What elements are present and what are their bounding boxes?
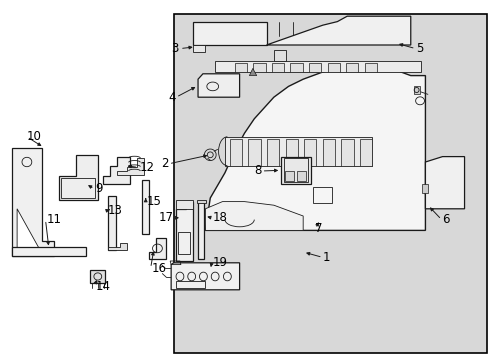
- Bar: [284, 171, 294, 181]
- Polygon shape: [205, 202, 303, 230]
- Text: 2: 2: [161, 157, 168, 170]
- Polygon shape: [215, 61, 420, 72]
- Text: 15: 15: [146, 195, 161, 208]
- Polygon shape: [266, 16, 410, 45]
- Polygon shape: [327, 63, 339, 72]
- Polygon shape: [249, 68, 256, 76]
- Polygon shape: [117, 158, 144, 175]
- Polygon shape: [193, 45, 205, 52]
- Polygon shape: [234, 63, 246, 72]
- Polygon shape: [17, 209, 39, 248]
- Polygon shape: [285, 139, 297, 166]
- Polygon shape: [304, 139, 316, 166]
- Polygon shape: [271, 63, 284, 72]
- Polygon shape: [90, 270, 105, 283]
- Text: 9: 9: [95, 183, 102, 195]
- Polygon shape: [308, 63, 321, 72]
- Text: 11: 11: [46, 213, 61, 226]
- Polygon shape: [193, 22, 266, 45]
- Polygon shape: [205, 65, 425, 230]
- Polygon shape: [59, 155, 98, 200]
- Bar: [176, 281, 205, 288]
- Polygon shape: [341, 139, 353, 166]
- Polygon shape: [359, 139, 371, 166]
- Polygon shape: [253, 63, 265, 72]
- Bar: [178, 232, 189, 254]
- Text: 6: 6: [442, 213, 449, 226]
- Polygon shape: [107, 196, 116, 250]
- Polygon shape: [290, 63, 302, 72]
- Text: 4: 4: [168, 91, 176, 104]
- Polygon shape: [229, 139, 242, 166]
- Bar: [273, 50, 285, 61]
- Text: 1: 1: [322, 251, 329, 264]
- Bar: [173, 14, 486, 353]
- Text: 8: 8: [254, 165, 261, 177]
- Polygon shape: [142, 180, 149, 234]
- Polygon shape: [176, 200, 193, 209]
- Polygon shape: [413, 86, 419, 94]
- Polygon shape: [176, 202, 193, 261]
- Text: 5: 5: [415, 42, 422, 55]
- Text: 12: 12: [139, 161, 154, 174]
- Bar: [312, 187, 331, 203]
- Polygon shape: [196, 200, 205, 203]
- Polygon shape: [149, 238, 166, 259]
- Text: 18: 18: [212, 211, 227, 224]
- Polygon shape: [346, 63, 358, 72]
- Polygon shape: [425, 157, 464, 209]
- Text: 16: 16: [151, 262, 166, 275]
- Polygon shape: [248, 139, 260, 166]
- Text: 14: 14: [95, 280, 110, 293]
- Text: 7: 7: [315, 222, 322, 235]
- Polygon shape: [198, 74, 239, 97]
- Polygon shape: [266, 139, 279, 166]
- Bar: [297, 171, 305, 181]
- Text: 3: 3: [171, 42, 178, 55]
- Text: 10: 10: [27, 130, 41, 143]
- Polygon shape: [102, 157, 129, 184]
- Polygon shape: [12, 247, 85, 256]
- Polygon shape: [364, 63, 376, 72]
- Bar: [283, 158, 307, 182]
- Text: 13: 13: [107, 204, 122, 217]
- Polygon shape: [198, 202, 204, 259]
- Text: 17: 17: [158, 211, 173, 224]
- Polygon shape: [171, 263, 239, 290]
- Polygon shape: [107, 243, 127, 250]
- Text: 19: 19: [212, 256, 227, 269]
- Polygon shape: [224, 137, 371, 166]
- Polygon shape: [322, 139, 334, 166]
- Polygon shape: [12, 148, 54, 256]
- Polygon shape: [421, 184, 427, 193]
- Bar: [281, 157, 310, 184]
- Bar: [61, 178, 95, 198]
